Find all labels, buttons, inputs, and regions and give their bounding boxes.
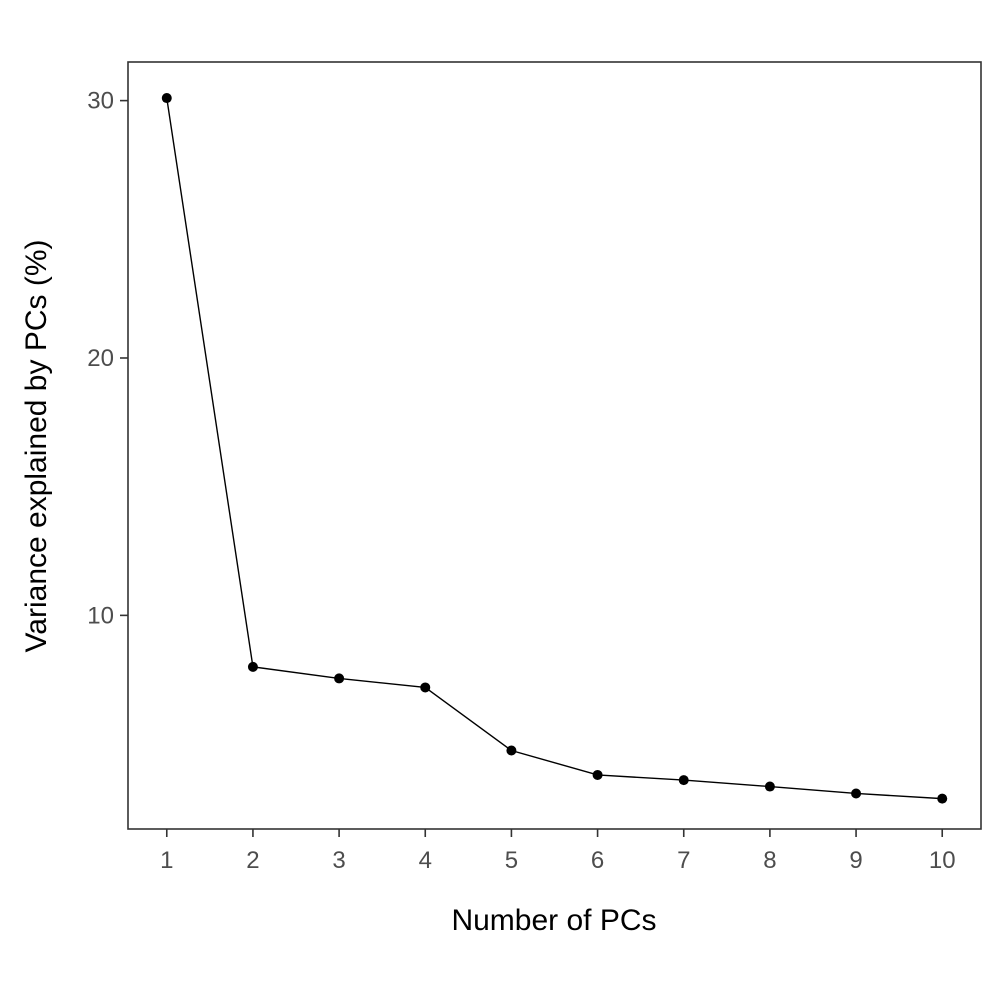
plot-panel-border (127, 61, 982, 830)
y-tick-label: 20 (87, 345, 114, 372)
data-point-pc-2 (247, 661, 258, 672)
data-point-pc-10 (937, 793, 948, 804)
y-axis-title: Variance explained by PCs (%) (20, 240, 53, 653)
x-tick-label: 1 (160, 847, 173, 874)
x-tick-label: 2 (246, 847, 259, 874)
y-tick-label: 30 (87, 88, 114, 115)
x-tick-label: 7 (677, 847, 690, 874)
data-point-pc-7 (678, 775, 689, 786)
x-tick-label: 5 (505, 847, 518, 874)
x-tick-label: 6 (591, 847, 604, 874)
x-tick-label: 9 (849, 847, 862, 874)
series-line (166, 97, 943, 800)
axes-layer: 1 2 3 4 5 6 7 8 9 10 10 20 30 (87, 88, 955, 874)
x-tick-label: 3 (332, 847, 345, 874)
data-point-pc-1 (161, 93, 172, 104)
data-point-pc-9 (851, 788, 862, 799)
data-point-pc-5 (506, 745, 517, 756)
data-point-pc-3 (334, 673, 345, 684)
x-tick-label: 8 (763, 847, 776, 874)
data-point-pc-6 (592, 769, 603, 780)
x-tick-label: 4 (419, 847, 432, 874)
y-tick-label: 10 (87, 602, 114, 629)
data-point-pc-8 (764, 781, 775, 792)
x-axis-title: Number of PCs (451, 904, 656, 937)
marks-layer (161, 93, 948, 804)
data-point-pc-4 (420, 682, 431, 693)
x-tick-label: 10 (929, 847, 956, 874)
